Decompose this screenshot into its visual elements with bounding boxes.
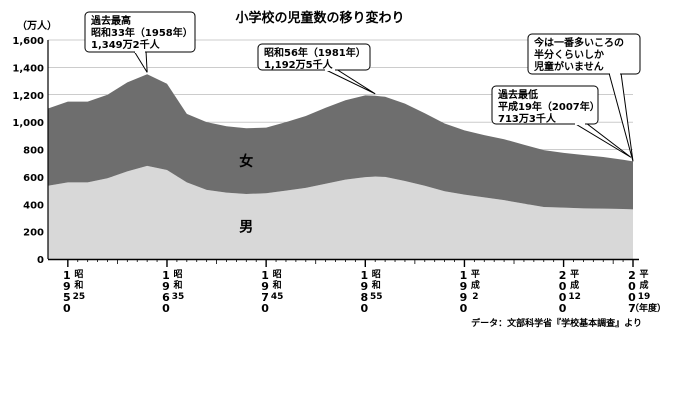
callout-pointer [323, 68, 376, 95]
x-axis-labels: 1950昭和251960昭和351970昭和451980昭和551990平成22… [63, 269, 650, 315]
x-era-label: 成 [639, 279, 648, 291]
y-tick-label: 1,000 [12, 118, 44, 129]
x-year-digit: 9 [162, 280, 170, 293]
series-label: 男 [239, 219, 253, 235]
x-year-digit: 0 [559, 280, 567, 293]
y-unit-label: （万人） [17, 19, 57, 32]
y-tick-labels: 0 200 400 600 800 1,000 1,200 1,400 1,600 [12, 36, 44, 266]
x-year-digit: 6 [162, 291, 170, 304]
x-year-digit: 1 [162, 269, 170, 282]
chart-title: 小学校の児童数の移り変わり [235, 10, 404, 26]
x-era-label: 12 [568, 292, 581, 302]
callout-pointer [572, 122, 632, 158]
x-era-label: 2 [472, 292, 478, 302]
x-era-label: 昭 [273, 269, 282, 280]
y-tick-label: 200 [23, 228, 44, 239]
x-axis [48, 258, 639, 267]
x-year-digit: 0 [460, 302, 468, 315]
callout-text: 児童がいません [533, 60, 604, 73]
x-era-label: 成 [570, 279, 579, 291]
x-year-digit: 0 [628, 291, 636, 304]
x-year-digit: 0 [162, 302, 170, 315]
x-era-label: 和 [371, 279, 381, 291]
callout-text: 過去最低 [497, 88, 538, 101]
x-era-label: 昭 [74, 269, 83, 280]
x-era-label: 19 [638, 292, 651, 302]
x-year-digit: 7 [261, 291, 269, 304]
y-tick-label: 800 [23, 146, 44, 157]
callout-peak2: 昭和56年（1981年）1,192万5千人 [257, 43, 376, 95]
x-era-label: 45 [271, 292, 284, 302]
callout-text: 今は一番多いころの [533, 36, 624, 49]
x-year-digit: 1 [63, 269, 71, 282]
x-year-digit: 9 [460, 291, 468, 304]
x-year-digit: 0 [360, 302, 368, 315]
x-year-digit: 5 [63, 291, 71, 304]
callout-text: 平成19年（2007年） [498, 100, 600, 113]
callout-box [527, 33, 641, 75]
callout-box [257, 43, 371, 71]
series-labels: 男女 [239, 153, 253, 235]
x-era-label: 成 [471, 279, 480, 291]
callout-text: 713万3千人 [498, 112, 557, 125]
x-era-label: 昭 [173, 269, 182, 280]
x-era-label: 和 [73, 279, 83, 291]
y-tick-label: 0 [37, 255, 44, 266]
x-year-digit: 9 [261, 280, 269, 293]
annotations: 過去最高昭和33年（1958年）1,349万2千人昭和56年（1981年）1,1… [84, 11, 641, 162]
y-tick-label: 400 [23, 200, 44, 211]
callout-text: 1,349万2千人 [91, 38, 161, 51]
x-year-digit: 8 [360, 291, 368, 304]
x-year-digit: 7 [628, 302, 636, 315]
callout-text: 1,192万5千人 [264, 58, 334, 71]
x-year-digit: 0 [559, 291, 567, 304]
x-era-label: 25 [73, 292, 86, 302]
x-era-label: 55 [370, 292, 383, 302]
y-tick-label: 1,400 [12, 63, 44, 74]
x-unit-label: （年度） [630, 302, 666, 314]
callout-pointer [133, 50, 148, 73]
x-year-digit: 9 [460, 280, 468, 293]
x-year-digit: 2 [628, 269, 636, 282]
callout-text: 昭和56年（1981年） [264, 46, 366, 59]
y-tick-label: 600 [23, 173, 44, 184]
x-year-digit: 0 [628, 280, 636, 293]
y-tick-label: 1,200 [12, 91, 44, 102]
x-year-digit: 1 [460, 269, 468, 282]
x-year-digit: 9 [360, 280, 368, 293]
x-year-digit: 0 [261, 302, 269, 315]
series-label: 女 [239, 153, 253, 170]
x-year-digit: 9 [63, 280, 71, 293]
x-era-label: 平 [639, 269, 648, 280]
x-era-label: 平 [471, 269, 480, 280]
x-era-label: 昭 [372, 269, 381, 280]
area-male [48, 165, 633, 259]
callout-text: 過去最高 [90, 14, 131, 27]
callout-text: 昭和33年（1958年） [91, 26, 193, 39]
y-tick-label: 1,600 [12, 36, 44, 47]
callout-box [491, 85, 599, 125]
x-year-digit: 0 [559, 302, 567, 315]
source-note: データ：文部科学省『学校基本調査』より [471, 317, 642, 329]
callout-text: 半分くらいしか [534, 48, 604, 61]
x-era-label: 和 [172, 279, 182, 291]
area-series [47, 40, 633, 259]
x-year-digit: 2 [559, 269, 567, 282]
x-era-label: 和 [272, 279, 282, 291]
callout-pointer [608, 72, 634, 162]
area-female [48, 74, 633, 210]
x-year-digit: 1 [360, 269, 368, 282]
x-era-label: 平 [570, 269, 579, 280]
x-era-label: 35 [172, 292, 185, 302]
x-year-digit: 1 [261, 269, 269, 282]
x-year-digit: 0 [63, 302, 71, 315]
